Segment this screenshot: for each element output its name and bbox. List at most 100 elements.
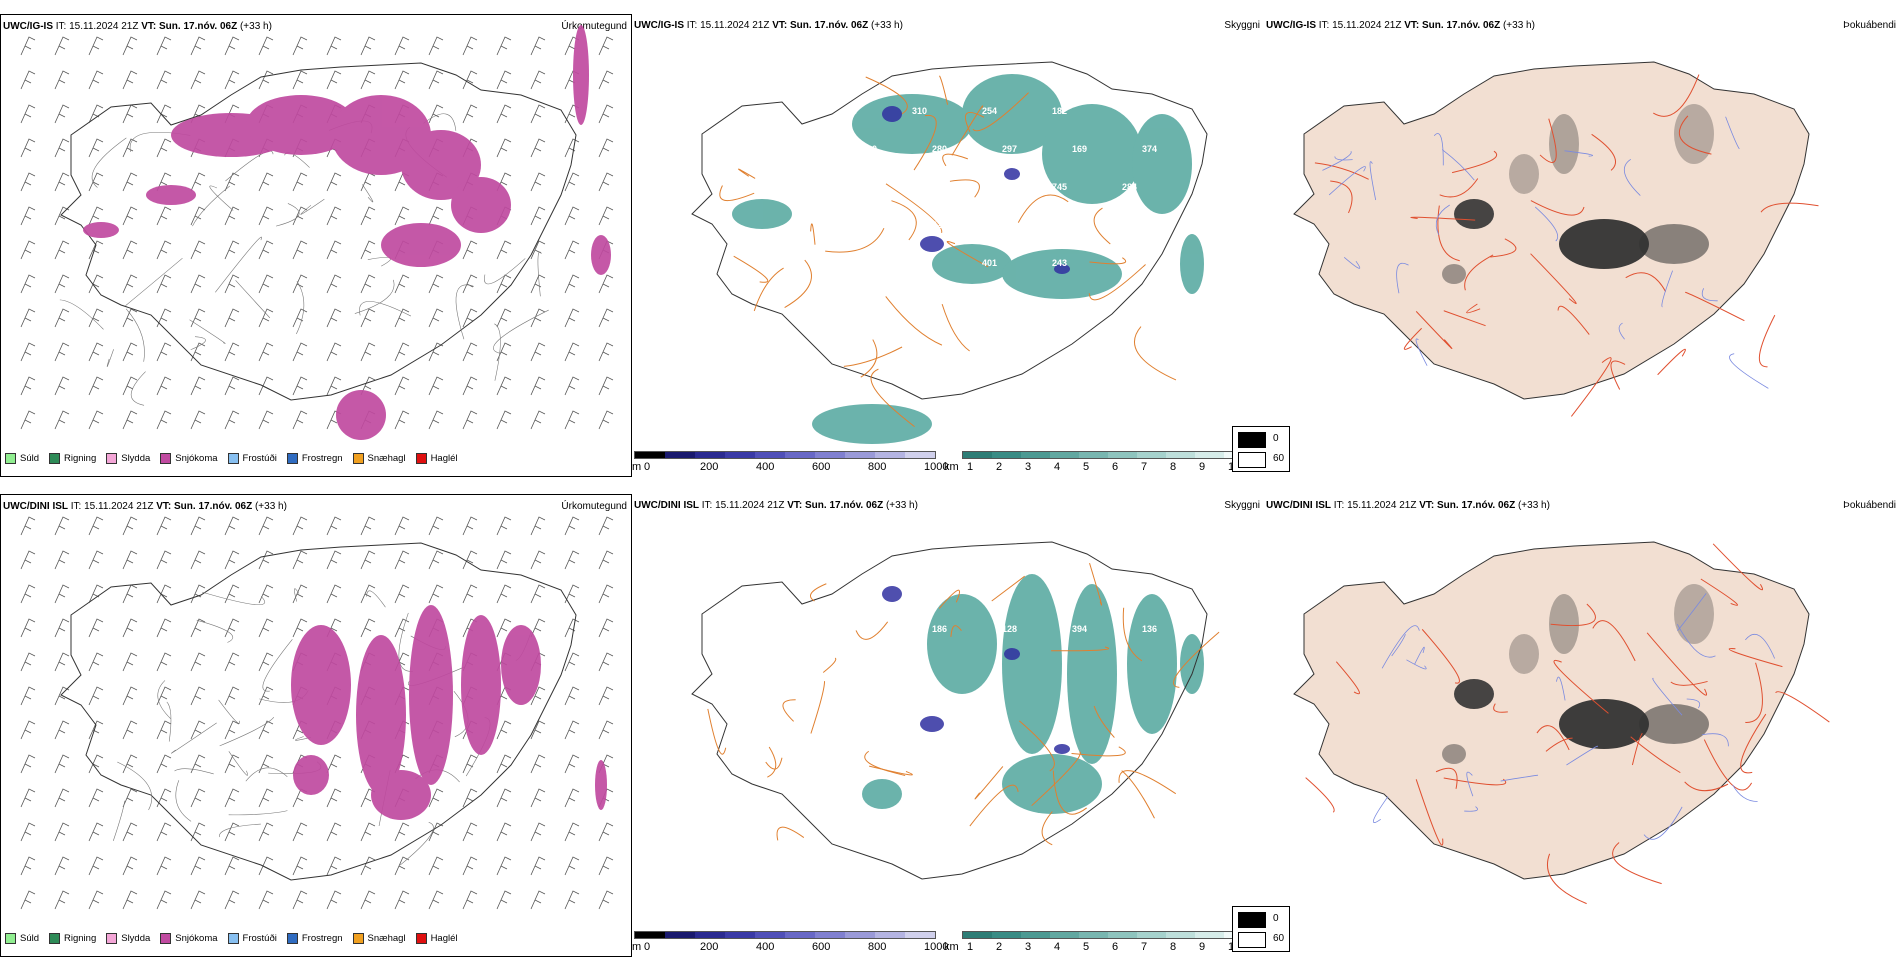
river-line: [1701, 288, 1718, 302]
wind-barb: [360, 240, 376, 260]
road-line: [1758, 314, 1776, 368]
ceiling-value-label: 310: [862, 144, 877, 154]
ceiling-value-label: 128: [1002, 624, 1017, 634]
wind-barb: [530, 410, 546, 430]
wind-barb: [598, 410, 614, 430]
road-line: [1630, 736, 1681, 774]
legend-swatch: [415, 933, 427, 944]
river-line: [1623, 159, 1641, 196]
legend-item: Snæhagl: [352, 933, 406, 944]
river-line: [1676, 623, 1716, 658]
wind-barb: [360, 822, 376, 842]
wind-barb: [20, 652, 36, 672]
wind-barb: [54, 36, 70, 56]
road-line: [941, 303, 970, 352]
road-line: [965, 112, 985, 133]
wind-barb: [564, 516, 580, 536]
wind-barb: [20, 822, 36, 842]
wind-barb: [122, 410, 138, 430]
fog-tick-high: 60: [1273, 453, 1285, 464]
wind-barb: [54, 516, 70, 536]
road-line: [767, 746, 777, 778]
wind-barb: [190, 618, 206, 638]
road-line: [949, 179, 980, 198]
road-line: [1653, 74, 1700, 117]
ceiling-value-label: 172: [772, 586, 787, 596]
wind-barb: [496, 36, 512, 56]
wind-barb: [54, 172, 70, 192]
wind-barb: [292, 550, 308, 570]
snowfall-area: [409, 605, 453, 785]
wind-barb: [394, 36, 410, 56]
wind-barb: [496, 856, 512, 876]
panel-name: Þokuábendi: [1843, 500, 1896, 511]
river-line: [1406, 659, 1427, 670]
precip-legend: Súld Rigning Slydda Snjókoma Frostúði Frostre…: [5, 453, 458, 464]
wind-barb: [88, 240, 104, 260]
low-visibility-area: [962, 74, 1062, 154]
road-line: [1530, 200, 1585, 216]
wind-barb: [122, 788, 138, 808]
road-line: [1657, 348, 1686, 376]
wind-barb: [258, 206, 274, 226]
road-line: [1490, 238, 1517, 258]
wind-barb: [156, 36, 172, 56]
wind-barb: [88, 788, 104, 808]
ceiling-colorbar: [634, 451, 936, 459]
wind-barb: [156, 376, 172, 396]
river-line: [1466, 771, 1474, 797]
road-line: [891, 200, 917, 241]
ceiling-value-label: 284: [1122, 182, 1137, 192]
wind-barb: [598, 584, 614, 604]
ceiling-value-label: 29: [1122, 106, 1132, 116]
low-visibility-area: [1180, 234, 1204, 294]
ceiling-value-label: 22: [912, 182, 922, 192]
road-line: [275, 203, 300, 227]
road-line: [1435, 767, 1458, 789]
visibility-tick: 1: [967, 941, 974, 953]
wind-barb: [224, 720, 240, 740]
wind-barb: [598, 720, 614, 740]
wind-barb: [428, 890, 444, 910]
wind-barb: [564, 172, 580, 192]
wind-barb: [530, 788, 546, 808]
road-line: [218, 699, 240, 724]
snowfall-area: [293, 755, 329, 795]
wind-barb: [462, 36, 478, 56]
wind-barb: [258, 240, 274, 260]
road-line: [1678, 115, 1712, 155]
wind-barb: [88, 516, 104, 536]
wind-barb: [598, 36, 614, 56]
wind-barb: [326, 856, 342, 876]
fog-indicator-area: [1674, 104, 1714, 164]
precip-map: [20, 516, 614, 910]
wind-barb: [462, 308, 478, 328]
wind-barb: [530, 138, 546, 158]
snowfall-area: [336, 390, 386, 440]
road-line: [860, 339, 878, 378]
wind-barb: [292, 308, 308, 328]
wind-barb: [122, 550, 138, 570]
road-line: [174, 768, 214, 775]
title-vt-label: VT:: [772, 20, 788, 31]
ceiling-value-label: 182: [1052, 106, 1067, 116]
river-line: [1435, 204, 1450, 236]
visibility-tick: 6: [1112, 941, 1119, 953]
legend-item: Rigning: [49, 453, 96, 464]
visibility-tick: 7: [1141, 461, 1148, 473]
visibility-tick: 2: [996, 941, 1003, 953]
wind-barb: [598, 516, 614, 536]
title-lead: (+33 h): [239, 21, 272, 32]
legend-label: Frostregn: [301, 933, 343, 944]
ceiling-visibility-map: 172 239 295 16 17 117 30 120 186 128 394 136 17: [691, 541, 1220, 880]
fog-colorbar: 0 60: [1232, 426, 1290, 472]
ceiling-value-label: 30: [792, 624, 802, 634]
wind-barb: [360, 36, 376, 56]
visibility-tick: 1: [967, 461, 974, 473]
wind-barb: [564, 652, 580, 672]
ceiling-value-label: 42: [932, 220, 942, 230]
wind-barb: [122, 856, 138, 876]
road-line: [1557, 305, 1590, 335]
legend-swatch: [160, 453, 172, 464]
wind-barb: [258, 754, 274, 774]
